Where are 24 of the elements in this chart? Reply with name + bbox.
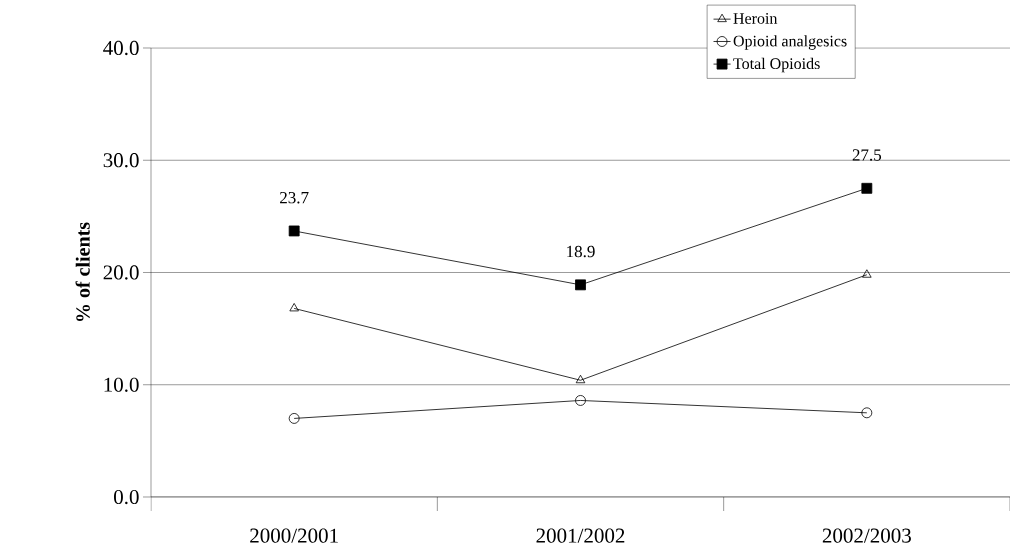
data-label: 23.7 [280,191,309,204]
point [288,225,300,237]
point [862,269,872,278]
data-label: 18.9 [567,245,595,258]
x-tick-label: 2001/2002 [536,528,625,543]
y-axis-title: % of clients [75,222,90,321]
point [575,374,586,384]
point [861,182,873,194]
x-tick-label: 2002/2003 [822,528,911,543]
point [861,407,873,419]
point [288,413,300,424]
legend-label: Opioid analgesics [733,35,847,50]
point [575,395,586,406]
y-tick-label: 40.0 [103,40,139,56]
y-tick-label: 20.0 [103,265,139,280]
x-tick-label: 2000/2001 [250,528,338,543]
point [289,303,299,312]
y-tick-label: 30.0 [103,153,139,168]
legend-label: Heroin [733,13,778,24]
legend-label: Total Opioids [733,57,820,73]
y-tick-label: 0.0 [114,489,139,505]
data-label: 27.5 [852,149,882,161]
point [575,279,586,291]
y-tick-label: 10.0 [104,377,139,392]
